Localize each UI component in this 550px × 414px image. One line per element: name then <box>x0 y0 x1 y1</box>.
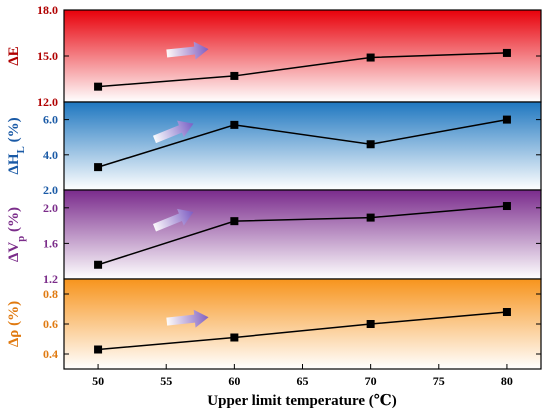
y-axis-title-main: ΔH <box>6 153 22 174</box>
data-point <box>502 202 511 211</box>
panel-background <box>64 279 541 369</box>
y-tick-label: 2.0 <box>43 183 58 197</box>
y-tick-label: 12.0 <box>37 95 58 109</box>
y-axis-title-main: Δρ <box>6 330 22 347</box>
y-axis-title-subscript: L <box>15 146 27 153</box>
panel-2: 2.0 4.0 6.0 ΔHL (%) <box>6 101 542 197</box>
data-point <box>230 120 239 129</box>
trend-arrow-icon <box>166 41 209 60</box>
trend-arrow-shape <box>152 120 194 144</box>
x-tick-label: 60 <box>228 374 240 388</box>
trend-arrow-shape <box>166 309 209 328</box>
data-point <box>94 260 103 269</box>
series-line <box>97 205 507 266</box>
y-axis-title-unit: (%) <box>6 301 22 330</box>
data-point <box>502 48 511 57</box>
panel-background <box>64 190 541 279</box>
data-point <box>502 308 511 316</box>
x-tick-label: 50 <box>92 374 104 388</box>
x-axis-title: Upper limit temperature (℃) <box>207 393 396 409</box>
data-point <box>366 140 375 149</box>
panel-background <box>64 10 541 102</box>
x-axis: Upper limit temperature (℃) 50 55 60 65 70 75… <box>92 364 513 409</box>
data-point <box>366 320 375 328</box>
data-point <box>366 53 375 62</box>
data-point <box>94 82 103 91</box>
y-axis-title: ΔE <box>6 46 22 65</box>
data-point <box>94 163 103 172</box>
panel-1: 12.0 15.0 18.0 ΔE <box>6 3 542 109</box>
y-tick-label: 18.0 <box>37 3 58 17</box>
y-tick-label: 15.0 <box>37 49 58 63</box>
y-axis-title-unit: (%) <box>6 207 22 236</box>
y-tick-label: 6.0 <box>43 113 58 127</box>
data-point <box>502 115 511 124</box>
y-tick-label: 1.6 <box>43 236 58 250</box>
trend-arrow-icon <box>166 309 209 328</box>
panel-background <box>64 102 541 190</box>
series-line <box>98 52 507 88</box>
series-line <box>97 118 508 168</box>
y-axis-title: ΔVp (%) <box>6 207 27 262</box>
trend-arrow-icon <box>152 120 194 144</box>
x-tick-label: 65 <box>297 374 309 388</box>
data-point <box>230 333 239 342</box>
panel-4: 0.4 0.6 0.8 Δρ (%) <box>6 278 542 370</box>
y-axis-title-main: ΔV <box>6 242 22 262</box>
trend-arrow-shape <box>166 41 209 60</box>
data-point <box>366 213 375 222</box>
y-axis-title: Δρ (%) <box>6 301 22 347</box>
y-axis-title-unit: (%) <box>6 117 22 146</box>
y-tick-label: 0.6 <box>43 317 58 331</box>
x-tick-label: 55 <box>160 374 172 388</box>
data-point <box>230 217 239 226</box>
data-point <box>230 71 239 80</box>
y-axis-title: ΔHL (%) <box>6 117 27 174</box>
trend-arrow-icon <box>152 208 194 232</box>
series-line <box>98 311 507 351</box>
y-axis-title-subscript: p <box>15 236 27 242</box>
y-tick-label: 1.2 <box>43 272 58 286</box>
y-tick-label: 0.8 <box>43 287 58 301</box>
panels: 12.0 15.0 18.0 ΔE 2.0 4.0 6.0 ΔHL (%) 1.2 1.6 2.0 Δ… <box>6 3 542 370</box>
panel-3: 1.2 1.6 2.0 ΔVp (%) <box>6 189 542 286</box>
y-axis-title-main: ΔE <box>6 46 22 65</box>
data-point <box>94 345 103 354</box>
x-tick-label: 70 <box>365 374 377 388</box>
y-tick-label: 0.4 <box>43 347 58 361</box>
x-tick-label: 80 <box>501 374 513 388</box>
trend-arrow-shape <box>152 208 194 232</box>
y-tick-label: 4.0 <box>43 148 58 162</box>
x-tick-label: 75 <box>433 374 445 388</box>
y-tick-label: 2.0 <box>43 201 58 215</box>
